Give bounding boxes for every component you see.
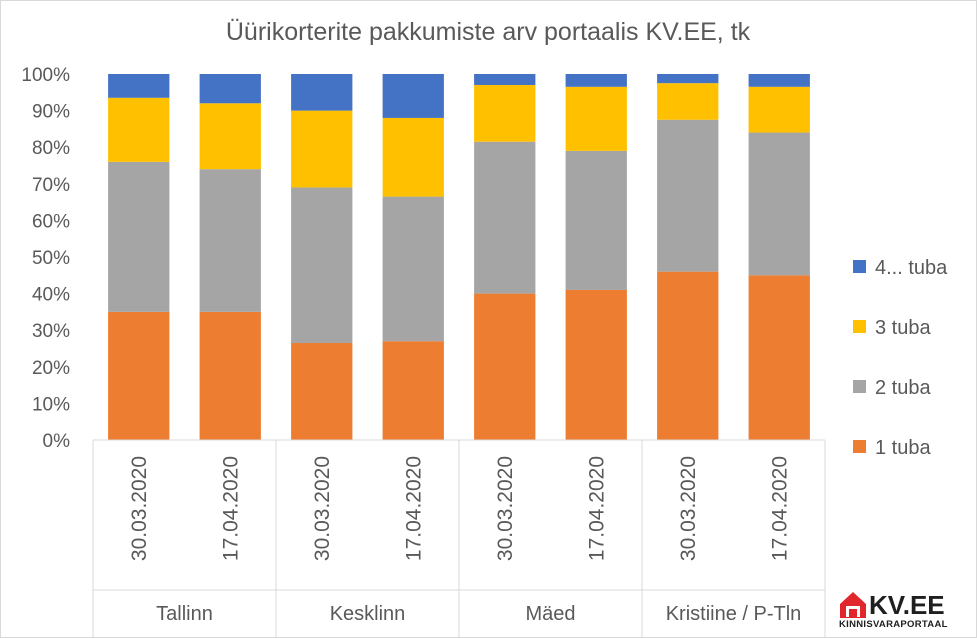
bar-segment <box>382 196 444 342</box>
x-category-label: 30.03.2020 <box>128 456 151 561</box>
logo-tagline: KINNISVARAPORTAAL <box>839 619 948 630</box>
bar-segment <box>108 97 170 162</box>
legend-swatch <box>853 320 866 333</box>
legend-swatch <box>853 260 866 273</box>
y-axis-ticks: 0% 10% 20% 30% 40% 50% 60% 70% 80% 90% 100% <box>21 65 70 452</box>
legend-label: 2 tuba <box>875 377 931 399</box>
bar-segment <box>474 141 536 294</box>
x-group-label: Kristiine / P-Tln <box>666 603 802 625</box>
x-group-label: Kesklinn <box>330 603 406 625</box>
bar-segment <box>565 150 627 290</box>
bar-segment <box>382 341 444 440</box>
y-tick-label: 20% <box>32 358 70 379</box>
y-tick-label: 100% <box>21 65 70 86</box>
legend-swatch <box>853 380 866 393</box>
x-category-label: 30.03.2020 <box>311 456 334 561</box>
bar-segment <box>474 293 536 440</box>
bar-segment <box>657 74 719 84</box>
y-tick-label: 40% <box>32 285 70 306</box>
x-category-label: 17.04.2020 <box>402 456 425 561</box>
bar-segment <box>199 103 261 170</box>
y-tick-label: 90% <box>32 102 70 123</box>
bar-segment <box>748 86 810 133</box>
logo-name: KV.EE <box>869 590 945 620</box>
x-axis: 30.03.2020 17.04.2020 30.03.2020 17.04.2020… <box>92 439 826 637</box>
bar-segment <box>291 110 353 188</box>
bar-segment <box>291 74 353 111</box>
bar-segment <box>382 117 444 197</box>
legend-swatch <box>853 440 866 453</box>
x-group-label: Mäed <box>525 603 575 625</box>
bar-segment <box>108 74 170 98</box>
x-category-label: 17.04.2020 <box>219 456 242 561</box>
bar-segment <box>657 271 719 440</box>
house-logo-icon <box>840 592 866 618</box>
x-category-label: 30.03.2020 <box>677 456 700 561</box>
y-tick-label: 10% <box>32 394 70 415</box>
y-tick-label: 0% <box>43 431 71 452</box>
bar-segment <box>657 83 719 120</box>
bar-segment <box>474 74 536 85</box>
x-category-label: 30.03.2020 <box>494 456 517 561</box>
bar-segment <box>199 311 261 440</box>
legend: 4... tuba 3 tuba 2 tuba 1 tuba <box>853 257 948 459</box>
legend-label: 1 tuba <box>875 437 931 459</box>
bar-segment <box>565 74 627 87</box>
y-tick-label: 60% <box>32 211 70 232</box>
bar-segment <box>565 289 627 440</box>
bar-segment <box>199 169 261 312</box>
y-tick-label: 30% <box>32 321 70 342</box>
x-group-label: Tallinn <box>156 603 213 625</box>
legend-label: 4... tuba <box>875 257 948 279</box>
bars <box>108 74 810 440</box>
bar-segment <box>108 161 170 312</box>
kvee-logo: KV.EE KINNISVARAPORTAAL <box>838 590 973 634</box>
chart-title: Üürikorterite pakkumiste arv portaalis K… <box>226 18 751 46</box>
bar-segment <box>108 311 170 440</box>
x-category-label: 17.04.2020 <box>768 456 791 561</box>
bar-segment <box>748 275 810 440</box>
legend-label: 3 tuba <box>875 317 931 339</box>
bar-segment <box>748 74 810 87</box>
bar-segment <box>382 74 444 118</box>
y-tick-label: 80% <box>32 138 70 159</box>
bar-segment <box>291 187 353 344</box>
bar-segment <box>474 84 536 142</box>
bar-segment <box>199 74 261 104</box>
y-tick-label: 70% <box>32 175 70 196</box>
bar-segment <box>657 119 719 272</box>
y-tick-label: 50% <box>32 248 70 269</box>
bar-segment <box>565 86 627 151</box>
x-category-label: 17.04.2020 <box>585 456 608 561</box>
bar-segment <box>748 132 810 276</box>
bar-segment <box>291 343 353 440</box>
